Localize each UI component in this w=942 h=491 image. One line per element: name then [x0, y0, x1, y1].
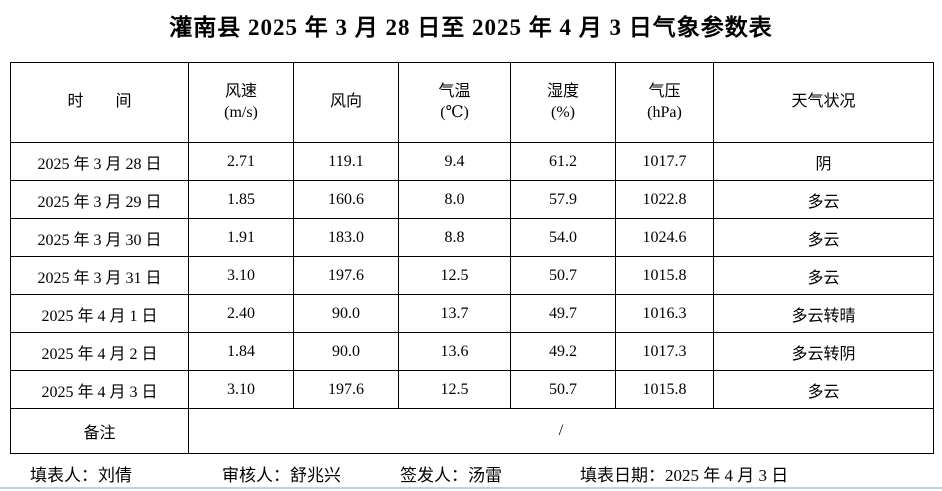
remark-value: / — [188, 408, 934, 454]
header-time-label: 时 间 — [67, 93, 132, 111]
footer-issuer: 签发人：汤雷 — [400, 466, 502, 485]
cell-date: 2025 年 4 月 2 日 — [10, 332, 189, 371]
cell-wind-direction: 90.0 — [293, 294, 399, 333]
cell-weather: 阴 — [713, 142, 934, 181]
cell-weather: 多云 — [713, 370, 934, 409]
header-wind-speed-unit: (m/s) — [224, 103, 258, 121]
page-title: 灌南县 2025 年 3 月 28 日至 2025 年 4 月 3 日气象参数表 — [169, 15, 773, 40]
cell-date: 2025 年 3 月 31 日 — [10, 256, 189, 295]
cell-humidity: 49.7 — [510, 294, 616, 333]
footer: 填表人：刘倩 审核人：舒兆兴 签发人：汤雷 填表日期：2025 年 4 月 3 … — [0, 461, 942, 485]
cell-wind-speed: 3.10 — [188, 370, 294, 409]
cell-wind-direction: 183.0 — [293, 218, 399, 257]
header-temperature-label: 气温 — [438, 82, 471, 100]
header-wind-direction: 风向 — [293, 62, 399, 143]
cell-pressure: 1016.3 — [615, 294, 714, 333]
cell-wind-direction: 90.0 — [293, 332, 399, 371]
cell-humidity: 61.2 — [510, 142, 616, 181]
cell-wind-speed: 1.91 — [188, 218, 294, 257]
cell-wind-direction: 119.1 — [293, 142, 399, 181]
cell-humidity: 50.7 — [510, 370, 616, 409]
cell-weather: 多云转晴 — [713, 294, 934, 333]
remark-label: 备注 — [10, 408, 189, 454]
cell-weather: 多云 — [713, 180, 934, 219]
cell-date: 2025 年 4 月 1 日 — [10, 294, 189, 333]
footer-preparer: 填表人：刘倩 — [30, 466, 132, 485]
header-pressure-unit: (hPa) — [647, 103, 682, 121]
table-row: 2025 年 4 月 3 日 3.10 197.6 12.5 50.7 1015… — [10, 370, 934, 409]
table-row: 2025 年 3 月 28 日 2.71 119.1 9.4 61.2 1017… — [10, 142, 934, 181]
cell-pressure: 1017.7 — [615, 142, 714, 181]
cell-wind-direction: 197.6 — [293, 256, 399, 295]
cell-wind-speed: 2.40 — [188, 294, 294, 333]
header-weather-condition-label: 天气状况 — [791, 93, 856, 111]
cell-humidity: 57.9 — [510, 180, 616, 219]
cell-pressure: 1015.8 — [615, 256, 714, 295]
cell-pressure: 1017.3 — [615, 332, 714, 371]
table-header-row: 时 间 风速 (m/s) 风向 气温 (℃) 湿度 (%) — [10, 62, 934, 143]
header-wind-direction-label: 风向 — [329, 93, 362, 111]
header-wind-speed-label: 风速 — [224, 82, 257, 100]
table-row: 2025 年 3 月 31 日 3.10 197.6 12.5 50.7 101… — [10, 256, 934, 295]
cell-weather: 多云 — [713, 218, 934, 257]
cell-wind-direction: 160.6 — [293, 180, 399, 219]
header-temperature: 气温 (℃) — [398, 62, 511, 143]
cell-wind-direction: 197.6 — [293, 370, 399, 409]
cell-temperature: 8.8 — [398, 218, 511, 257]
cell-wind-speed: 1.85 — [188, 180, 294, 219]
remark-row: 备注 / — [10, 408, 934, 454]
cell-pressure: 1022.8 — [615, 180, 714, 219]
cell-weather: 多云 — [713, 256, 934, 295]
cell-date: 2025 年 3 月 29 日 — [10, 180, 189, 219]
header-weather-condition: 天气状况 — [713, 62, 934, 143]
cell-humidity: 54.0 — [510, 218, 616, 257]
header-humidity-label: 湿度 — [546, 82, 579, 100]
header-humidity-unit: (%) — [551, 103, 575, 121]
header-pressure-label: 气压 — [648, 82, 681, 100]
cell-pressure: 1015.8 — [615, 370, 714, 409]
table-row: 2025 年 4 月 1 日 2.40 90.0 13.7 49.7 1016.… — [10, 294, 934, 333]
cell-temperature: 9.4 — [398, 142, 511, 181]
cell-date: 2025 年 3 月 30 日 — [10, 218, 189, 257]
cell-temperature: 13.7 — [398, 294, 511, 333]
table-row: 2025 年 3 月 29 日 1.85 160.6 8.0 57.9 1022… — [10, 180, 934, 219]
cell-humidity: 50.7 — [510, 256, 616, 295]
cell-pressure: 1024.6 — [615, 218, 714, 257]
header-temperature-unit: (℃) — [440, 103, 469, 121]
cell-weather: 多云转阴 — [713, 332, 934, 371]
header-humidity: 湿度 (%) — [510, 62, 616, 143]
table-row: 2025 年 3 月 30 日 1.91 183.0 8.8 54.0 1024… — [10, 218, 934, 257]
header-time: 时 间 — [10, 62, 189, 143]
cell-temperature: 8.0 — [398, 180, 511, 219]
footer-fill-date: 填表日期：2025 年 4 月 3 日 — [580, 466, 789, 485]
cell-temperature: 12.5 — [398, 256, 511, 295]
cell-temperature: 13.6 — [398, 332, 511, 371]
footer-reviewer: 审核人：舒兆兴 — [222, 466, 341, 485]
header-pressure: 气压 (hPa) — [615, 62, 714, 143]
cell-temperature: 12.5 — [398, 370, 511, 409]
cell-date: 2025 年 4 月 3 日 — [10, 370, 189, 409]
header-wind-speed: 风速 (m/s) — [188, 62, 294, 143]
cell-wind-speed: 3.10 — [188, 256, 294, 295]
cell-date: 2025 年 3 月 28 日 — [10, 142, 189, 181]
cell-wind-speed: 1.84 — [188, 332, 294, 371]
bottom-divider — [0, 487, 942, 489]
table-row: 2025 年 4 月 2 日 1.84 90.0 13.6 49.2 1017.… — [10, 332, 934, 371]
cell-humidity: 49.2 — [510, 332, 616, 371]
weather-table: 时 间 风速 (m/s) 风向 气温 (℃) 湿度 (%) — [10, 62, 934, 454]
cell-wind-speed: 2.71 — [188, 142, 294, 181]
